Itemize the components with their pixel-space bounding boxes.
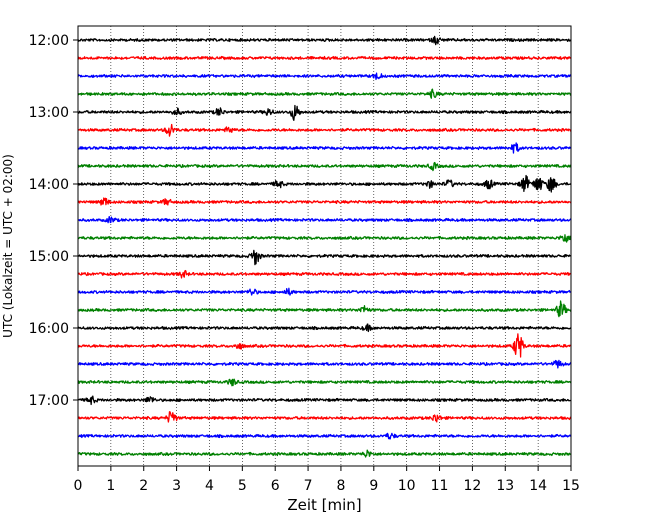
y-ticks: 12:00 13:00 14:00 15:00 16:00 17:00 <box>29 33 78 409</box>
x-tick-label-14: 14 <box>529 478 547 494</box>
x-tick-label-1: 1 <box>106 478 115 494</box>
x-tick-label-10: 10 <box>398 478 416 494</box>
trace-1500 <box>77 249 572 266</box>
trace-1345 <box>77 161 572 172</box>
trace-1600 <box>77 323 572 333</box>
x-tick-label-5: 5 <box>238 478 247 494</box>
trace-1700 <box>77 395 572 406</box>
x-tick-label-12: 12 <box>463 478 481 494</box>
x-ticks: 0 1 2 3 4 5 6 7 8 9 10 11 12 13 14 15 <box>74 466 580 494</box>
trace-1745 <box>77 449 572 458</box>
trace-1545 <box>77 300 572 318</box>
trace-1715 <box>77 411 572 423</box>
trace-1215 <box>77 55 572 61</box>
y-tick-label-1500: 15:00 <box>29 249 69 265</box>
y-axis-label: UTC (Lokalzeit = UTC + 02:00) <box>1 154 15 338</box>
trace-1530 <box>77 287 572 296</box>
x-tick-label-11: 11 <box>431 478 449 494</box>
y-tick-label-1600: 16:00 <box>29 321 69 337</box>
x-tick-label-15: 15 <box>562 478 580 494</box>
x-tick-label-4: 4 <box>205 478 214 494</box>
trace-1615 <box>77 333 572 358</box>
x-tick-label-9: 9 <box>369 478 378 494</box>
trace-1400 <box>77 174 572 193</box>
x-tick-label-0: 0 <box>74 478 83 494</box>
trace-1630 <box>77 359 572 369</box>
x-tick-label-6: 6 <box>271 478 280 494</box>
trace-1200 <box>77 35 572 46</box>
trace-1445 <box>77 234 572 243</box>
trace-1230 <box>77 72 572 81</box>
trace-1730 <box>77 432 572 440</box>
y-tick-label-1300: 13:00 <box>29 105 69 121</box>
plot-frame <box>77 25 572 467</box>
x-axis-label: Zeit [min] <box>287 496 361 514</box>
trace-1300 <box>77 104 572 121</box>
x-tick-label-8: 8 <box>336 478 345 494</box>
trace-1315 <box>77 123 572 137</box>
trace-1515 <box>77 269 572 279</box>
trace-1245 <box>77 88 572 99</box>
traces <box>77 35 572 458</box>
y-tick-label-1400: 14:00 <box>29 177 69 193</box>
trace-1330 <box>77 142 572 154</box>
x-tick-label-7: 7 <box>304 478 313 494</box>
y-tick-label-1700: 17:00 <box>29 393 69 409</box>
trace-1430 <box>77 215 572 224</box>
x-tick-label-2: 2 <box>139 478 148 494</box>
trace-1645 <box>77 378 572 387</box>
x-tick-label-3: 3 <box>172 478 181 494</box>
trace-1415 <box>77 197 572 206</box>
y-tick-label-1200: 12:00 <box>29 33 69 49</box>
x-tick-label-13: 13 <box>496 478 514 494</box>
